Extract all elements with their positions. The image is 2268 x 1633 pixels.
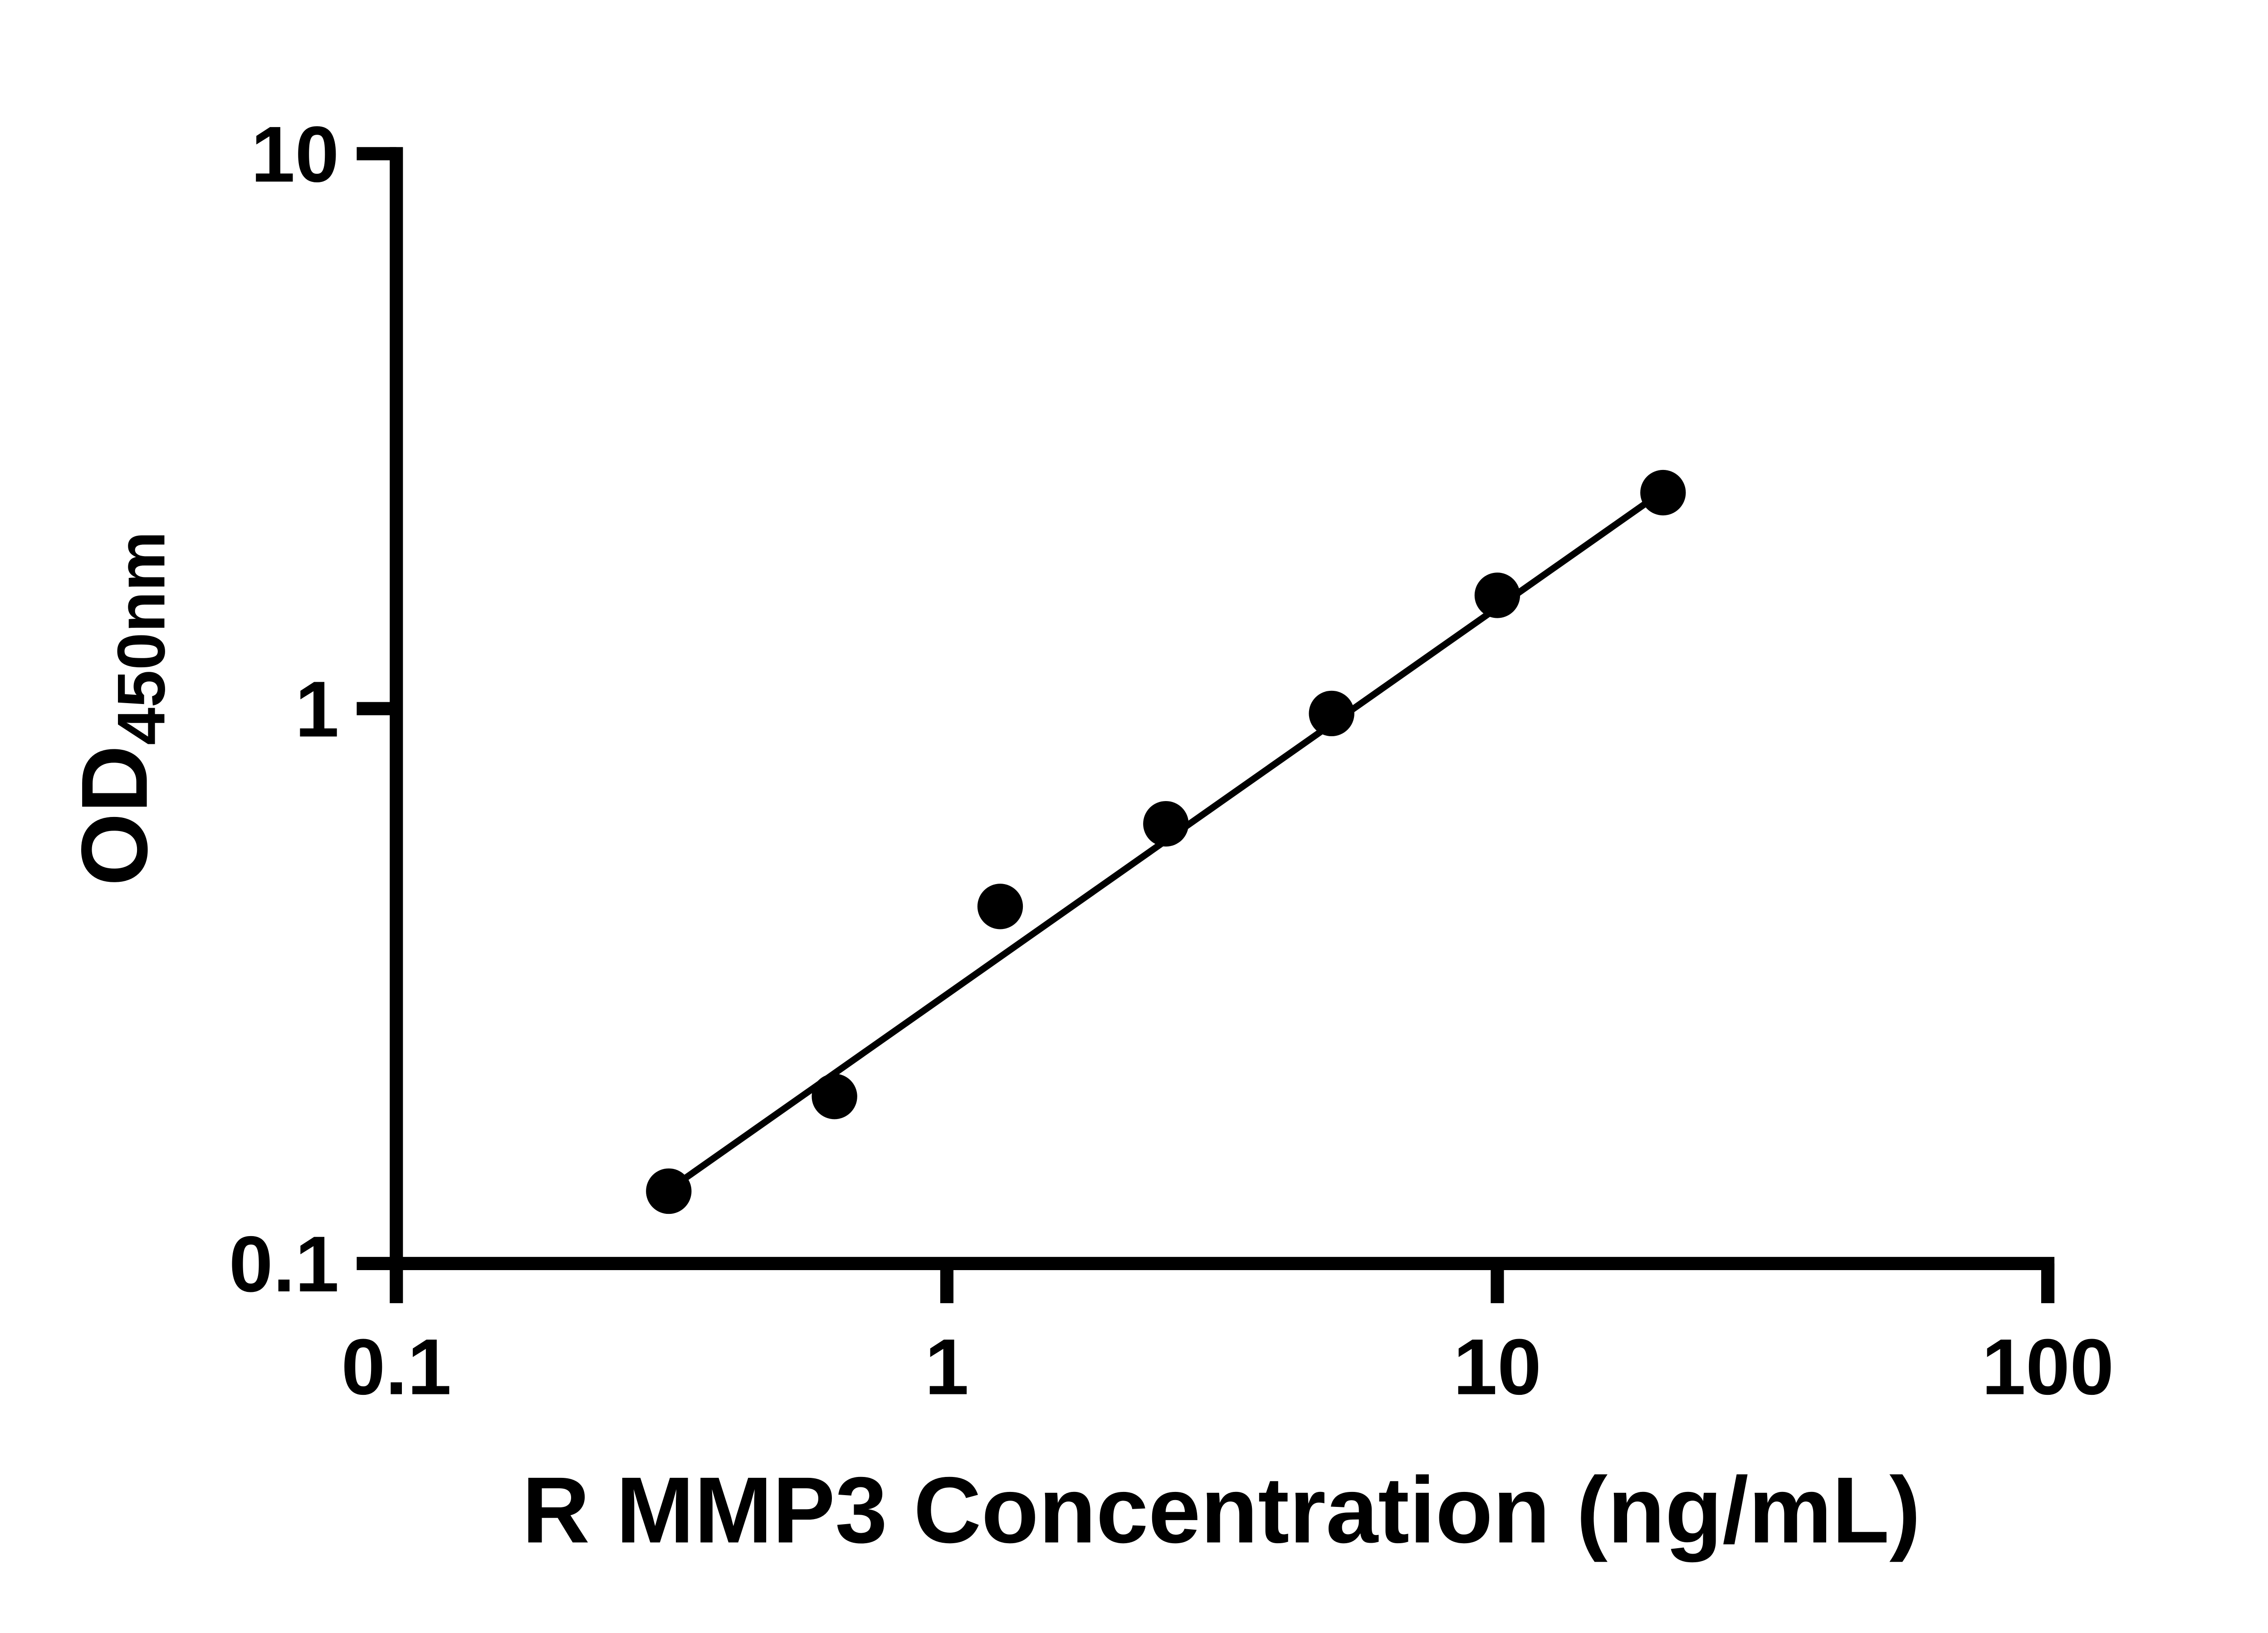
y-tick-label: 0.1 bbox=[229, 1220, 339, 1309]
axes-layer: 0.1 1 10 100 0.1 1 10 bbox=[229, 110, 2114, 1411]
data-point bbox=[646, 1168, 692, 1214]
y-tick-label: 10 bbox=[251, 110, 339, 199]
y-axis-title: OD450nm bbox=[62, 531, 179, 886]
data-point bbox=[1309, 690, 1354, 737]
y-axis-title-sub: 450nm bbox=[103, 531, 179, 745]
series-layer bbox=[646, 469, 1686, 1214]
x-tick-label: 10 bbox=[1453, 1323, 1541, 1411]
x-tick-label: 1 bbox=[925, 1323, 969, 1411]
y-tick-label: 1 bbox=[295, 665, 339, 754]
data-point bbox=[1143, 801, 1189, 847]
data-point bbox=[1474, 572, 1520, 618]
data-point bbox=[1640, 469, 1686, 516]
data-point bbox=[977, 884, 1023, 929]
y-axis-title-main: OD bbox=[62, 745, 167, 886]
x-tick-label: 0.1 bbox=[341, 1323, 451, 1411]
x-axis-title: R MMP3 Concentration (ng/mL) bbox=[522, 1457, 1921, 1562]
x-tick-label: 100 bbox=[1982, 1323, 2114, 1411]
data-point bbox=[811, 1074, 857, 1120]
